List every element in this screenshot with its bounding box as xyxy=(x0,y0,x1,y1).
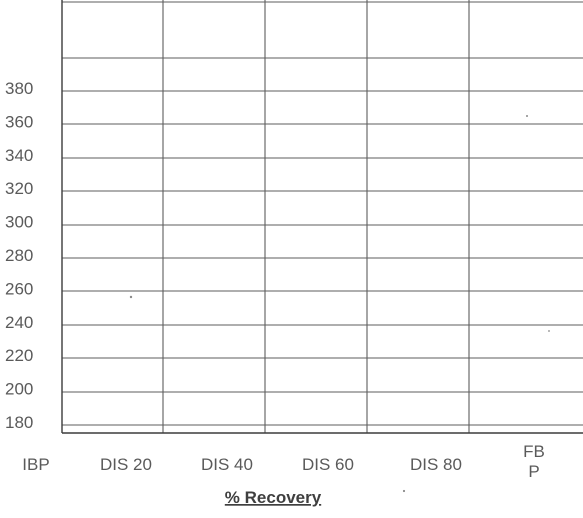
x-tick-label: IBP xyxy=(22,455,49,474)
y-tick-label: 180 xyxy=(5,413,33,432)
x-tick-label: P xyxy=(528,462,539,481)
y-tick-label: 300 xyxy=(5,213,33,232)
y-tick-label: 220 xyxy=(5,346,33,365)
x-tick-label: DIS 20 xyxy=(100,455,152,474)
y-tick-label: 380 xyxy=(5,79,33,98)
y-tick-label: 240 xyxy=(5,313,33,332)
x-tick-label: FB xyxy=(523,442,545,461)
y-tick-label: 280 xyxy=(5,246,33,265)
grid-lines xyxy=(62,0,583,433)
y-tick-labels: 180 200 220 240 260 280 300 320 340 360 380 xyxy=(5,79,33,432)
y-tick-label: 340 xyxy=(5,146,33,165)
x-tick-label: DIS 60 xyxy=(302,455,354,474)
scan-specks xyxy=(129,115,550,493)
y-tick-label: 320 xyxy=(5,179,33,198)
y-tick-label: 260 xyxy=(5,279,33,298)
x-tick-label: DIS 80 xyxy=(410,455,462,474)
x-tick-label: DIS 40 xyxy=(201,455,253,474)
y-tick-label: 360 xyxy=(5,112,33,131)
axes xyxy=(61,0,583,434)
y-tick-label: 200 xyxy=(5,380,33,399)
x-axis-title: % Recovery xyxy=(225,488,322,507)
x-tick-labels: IBP DIS 20 DIS 40 DIS 60 DIS 80 FBP xyxy=(22,442,545,481)
